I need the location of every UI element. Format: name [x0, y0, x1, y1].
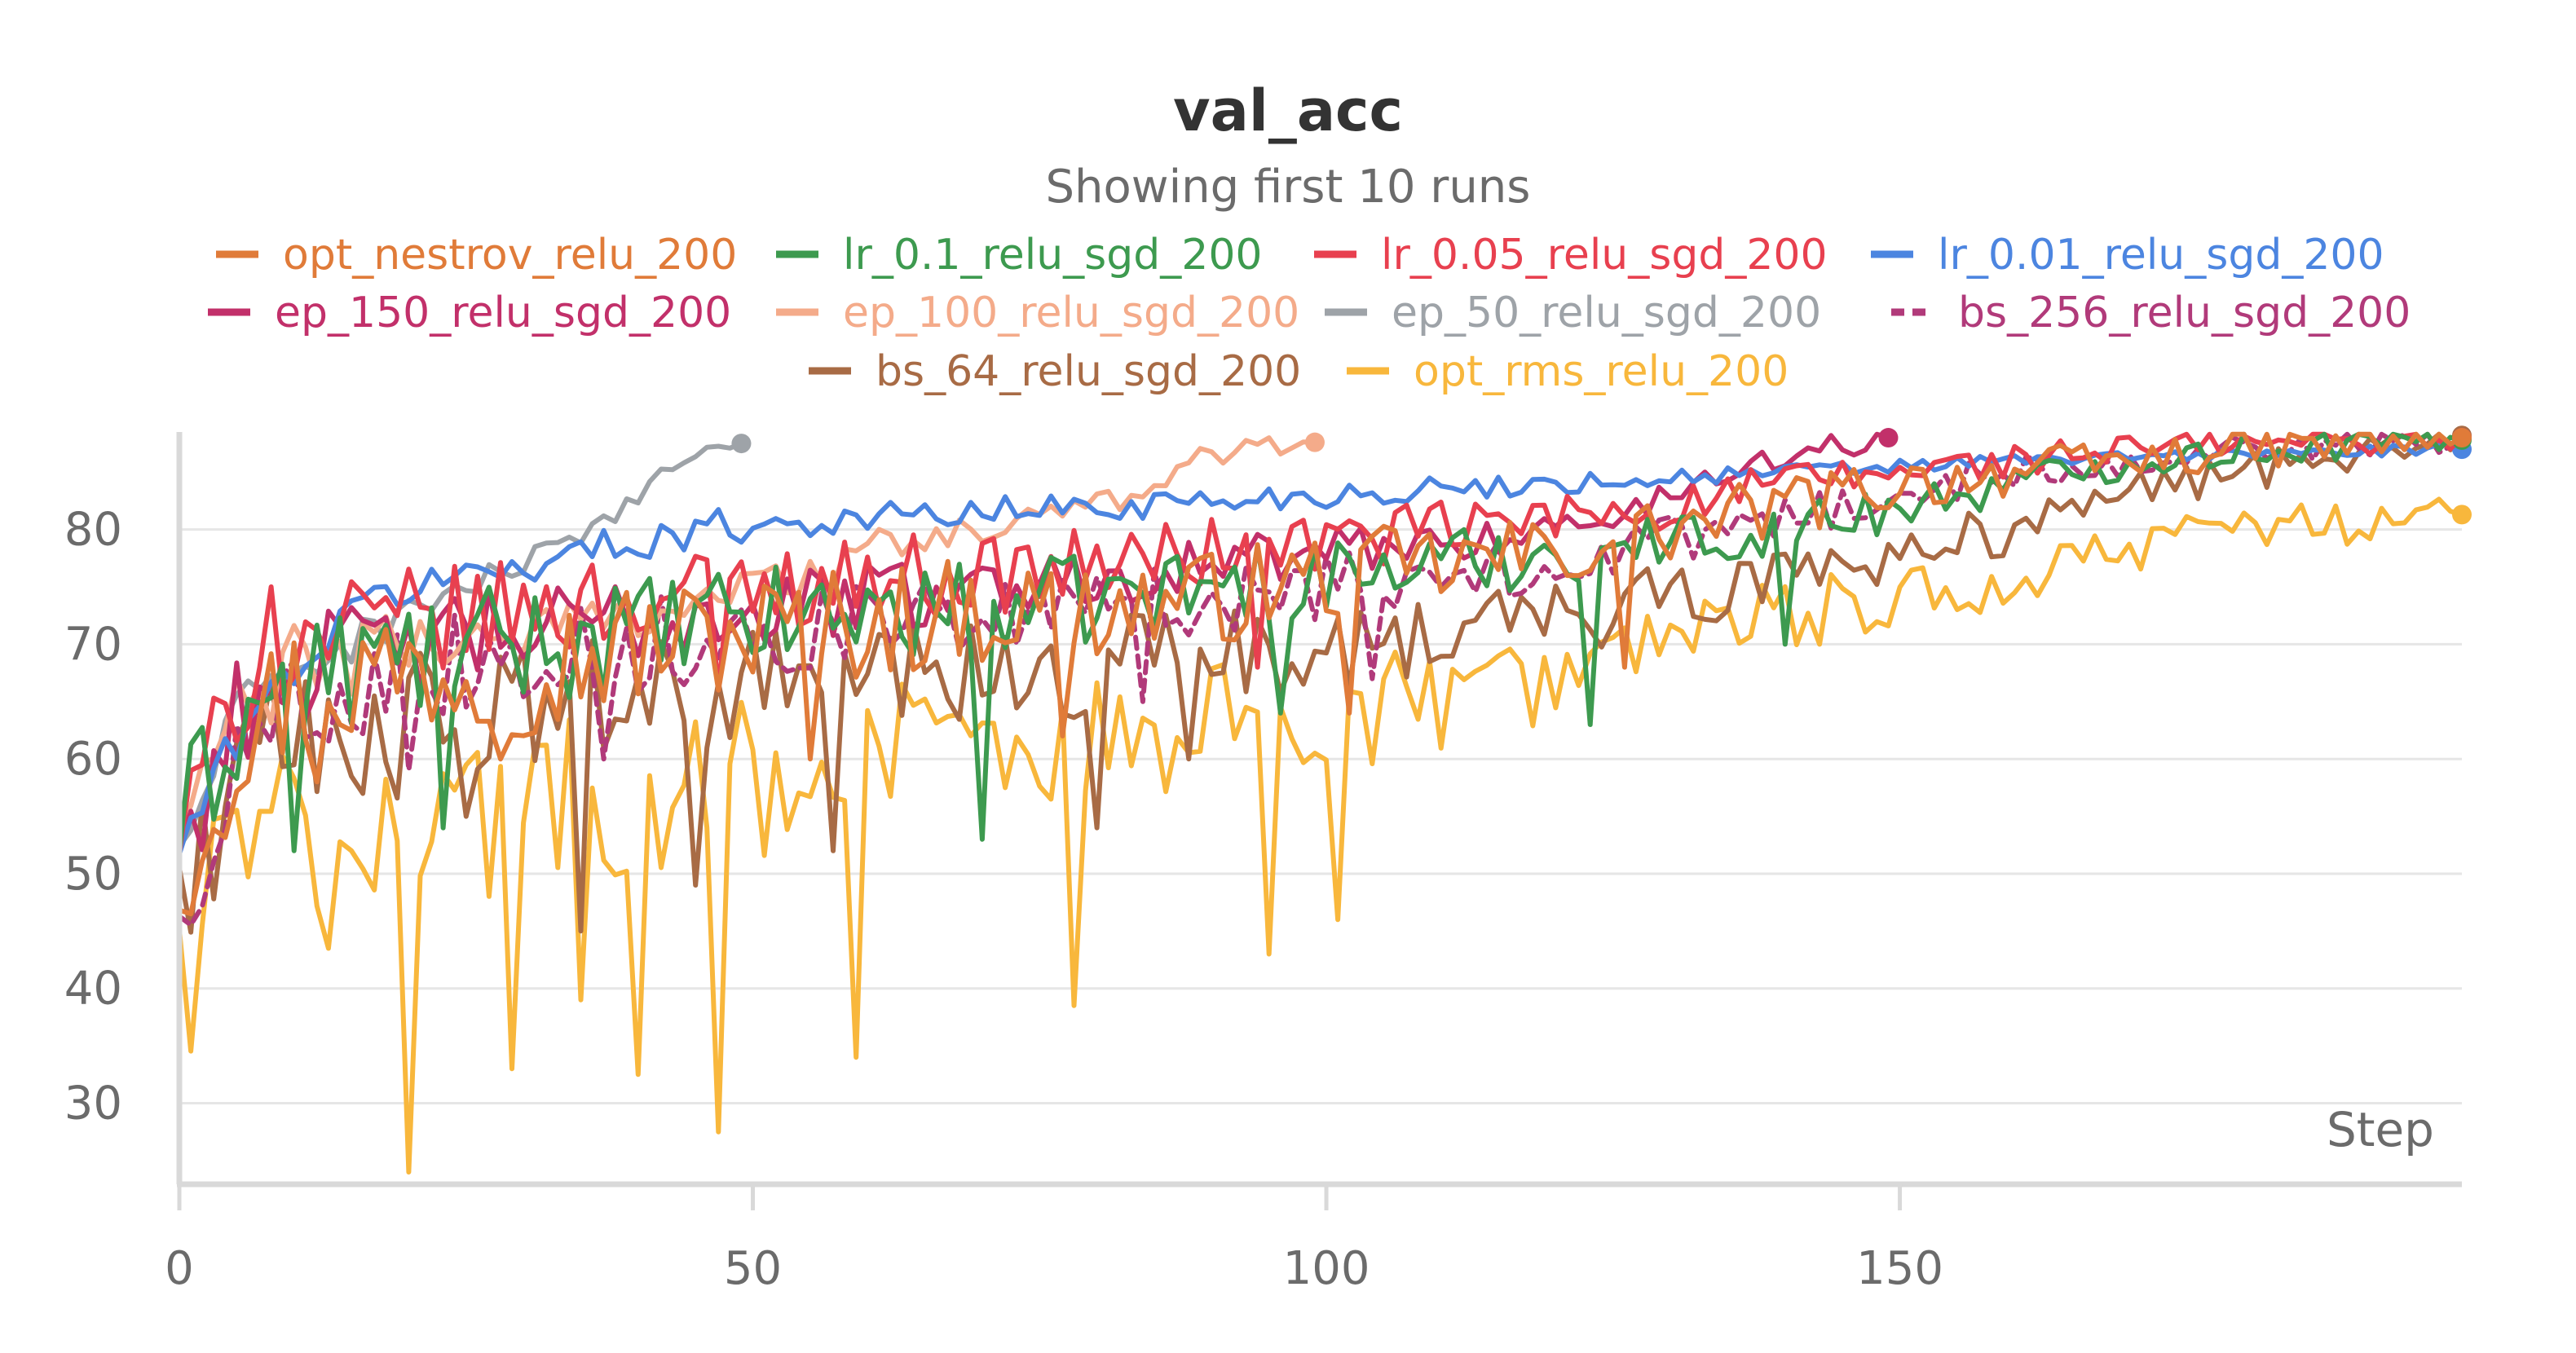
- x-tick-label-3: 150: [1856, 1242, 1943, 1295]
- series-end-marker-0: [2452, 428, 2472, 448]
- x-axis-label: Step: [2327, 1102, 2434, 1157]
- y-tick-label-0: 30: [64, 1078, 122, 1130]
- x-tick-label-2: 100: [1283, 1242, 1370, 1295]
- axes: 30 40 50 60 70 80 0 50 100 150: [64, 432, 2462, 1295]
- legend-label-1[interactable]: lr_0.1_relu_sgd_200: [843, 231, 1263, 280]
- legend-label-5[interactable]: ep_100_relu_sgd_200: [843, 289, 1299, 337]
- y-tick-label-5: 80: [64, 504, 122, 557]
- chart-title: val_acc: [1173, 77, 1403, 144]
- y-tick-label-2: 50: [64, 848, 122, 901]
- series-end-marker-9: [2452, 505, 2472, 525]
- legend-label-4[interactable]: ep_150_relu_sgd_200: [275, 289, 731, 337]
- y-tick-label-3: 60: [64, 733, 122, 786]
- legend-label-3[interactable]: lr_0.01_relu_sgd_200: [1938, 231, 2384, 280]
- series-line-0: [177, 431, 2464, 917]
- legend-label-7[interactable]: bs_256_relu_sgd_200: [1958, 289, 2411, 337]
- legend-label-6[interactable]: ep_50_relu_sgd_200: [1392, 289, 1821, 337]
- series-end-marker-5: [1304, 432, 1325, 452]
- chart-subtitle: Showing first 10 runs: [1046, 161, 1531, 214]
- x-tick-label-1: 50: [724, 1242, 782, 1295]
- legend-label-9[interactable]: opt_rms_relu_200: [1414, 347, 1789, 396]
- x-tick-label-0: 0: [165, 1242, 194, 1295]
- series-line-2: [177, 431, 2464, 857]
- series-end-marker-6: [731, 434, 752, 454]
- y-tick-label-4: 70: [64, 618, 122, 671]
- series-layer: [177, 425, 2472, 1175]
- legend-label-2[interactable]: lr_0.05_relu_sgd_200: [1381, 231, 1828, 280]
- legend-label-8[interactable]: bs_64_relu_sgd_200: [876, 347, 1301, 396]
- series-end-marker-4: [1878, 428, 1899, 448]
- legend: opt_nestrov_relu_200 lr_0.1_relu_sgd_200 l…: [208, 231, 2411, 396]
- grid: [179, 528, 2462, 1104]
- legend-label-0[interactable]: opt_nestrov_relu_200: [283, 231, 737, 280]
- series-line-9: [177, 496, 2464, 1175]
- y-tick-label-1: 40: [64, 963, 122, 1016]
- series-line-5: [177, 435, 1317, 828]
